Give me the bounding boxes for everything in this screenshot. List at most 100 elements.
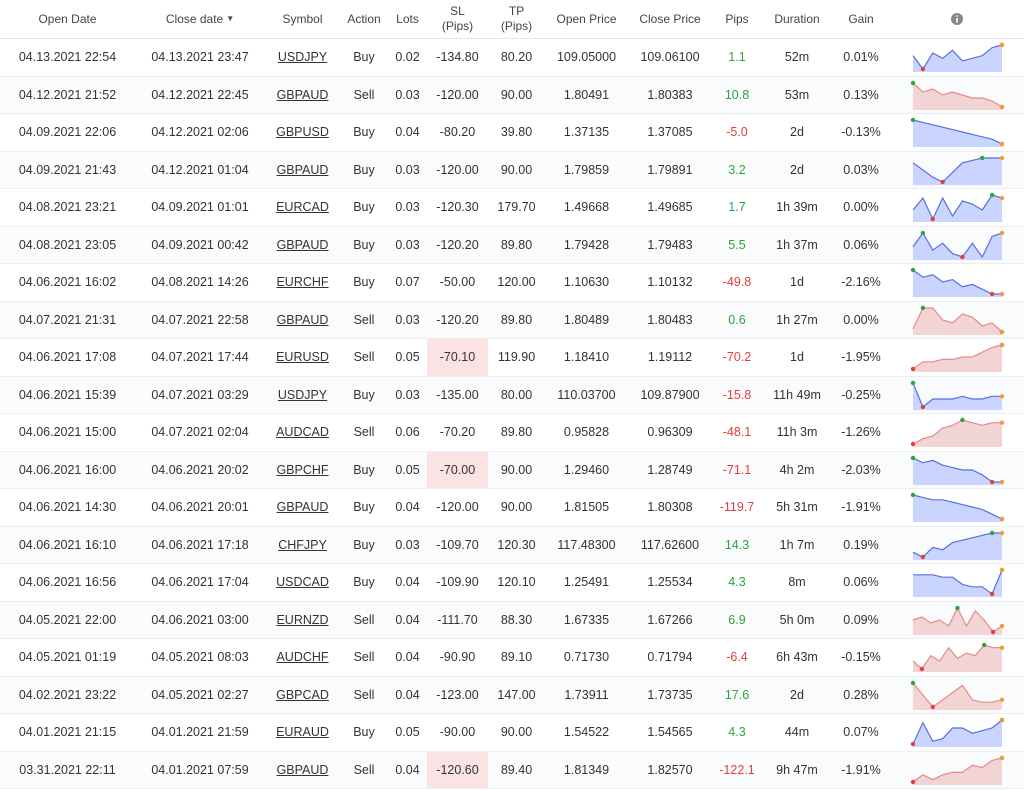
cell: 119.90 — [488, 338, 545, 377]
column-header[interactable]: Close date ▼ — [135, 0, 265, 39]
header-text: Symbol — [282, 11, 323, 26]
cell-text: 04.08.2021 14:26 — [151, 275, 249, 290]
cell: 6h 43m — [762, 638, 832, 677]
cell: 0.06% — [832, 563, 890, 602]
cell-text: 04.12.2021 02:06 — [151, 125, 249, 140]
cell: 04.06.2021 03:00 — [135, 601, 265, 639]
symbol-link[interactable]: EURCAD — [276, 200, 329, 215]
cell-text: -122.1 — [719, 762, 755, 777]
column-header: Pips — [712, 0, 762, 39]
min-dot — [920, 554, 925, 559]
cell-text: 0.05 — [395, 350, 420, 365]
symbol-link[interactable]: GBPAUD — [276, 500, 329, 515]
cell: -1.91% — [832, 751, 890, 789]
min-dot — [989, 292, 994, 297]
cell-text: -123.00 — [436, 687, 479, 702]
column-header: Lots — [388, 0, 427, 39]
symbol-link[interactable]: GBPAUD — [276, 87, 329, 102]
last-dot — [999, 623, 1004, 628]
cell: 90.00 — [488, 488, 545, 527]
cell: -120.30 — [427, 188, 488, 227]
cell: 0.00% — [832, 188, 890, 227]
symbol-link[interactable]: GBPUSD — [276, 125, 329, 140]
symbol-link[interactable]: EURNZD — [276, 612, 329, 627]
cell-text: 120.10 — [497, 575, 536, 590]
sparkline-cell — [890, 301, 1024, 339]
cell: EURNZD — [265, 601, 340, 639]
cell-text: 0.03% — [843, 162, 879, 177]
last-dot — [999, 479, 1004, 484]
symbol-link[interactable]: EURUSD — [276, 350, 329, 365]
cell: 110.03700 — [545, 376, 628, 414]
cell: -135.00 — [427, 376, 488, 414]
cell: 4h 2m — [762, 451, 832, 489]
cell-text: 89.10 — [500, 650, 533, 665]
symbol-link[interactable]: GBPAUD — [276, 762, 329, 777]
column-header: Duration — [762, 0, 832, 39]
symbol-link[interactable]: USDCAD — [276, 575, 329, 590]
header-text: Close Price — [639, 11, 701, 26]
cell-text: 0.04 — [395, 612, 420, 627]
symbol-link[interactable]: USDJPY — [277, 50, 328, 65]
symbol-link[interactable]: CHFJPY — [278, 537, 327, 552]
cell-text: 1.37085 — [647, 125, 693, 140]
min-dot — [939, 179, 945, 184]
cell: 1.29460 — [545, 451, 628, 489]
cell-text: -5.0 — [726, 125, 748, 140]
symbol-link[interactable]: GBPAUD — [276, 237, 329, 252]
sparkline-cell — [890, 376, 1024, 414]
cell: 04.06.2021 17:08 — [0, 338, 135, 377]
sparkline-area — [912, 120, 1002, 148]
cell: 1.54522 — [545, 713, 628, 752]
header-row: Open Date Close date ▼ Symbol Action Lots SL (… — [0, 0, 1024, 39]
cell: 109.06100 — [628, 38, 712, 77]
cell: 04.05.2021 22:00 — [0, 601, 135, 639]
sparkline — [910, 493, 1004, 523]
cell-text: 4.3 — [728, 575, 746, 590]
max-dot — [910, 455, 915, 460]
cell-text: -15.8 — [722, 387, 752, 402]
cell: 1.18410 — [545, 338, 628, 377]
cell: 03.31.2021 22:11 — [0, 751, 135, 789]
cell: 109.87900 — [628, 376, 712, 414]
cell: 04.01.2021 21:15 — [0, 713, 135, 752]
cell-text: 0.06% — [843, 575, 879, 590]
trade-row: 04.06.2021 15:39 04.07.2021 03:29 USDJPY Bu… — [0, 376, 1024, 414]
symbol-link[interactable]: AUDCAD — [276, 425, 329, 440]
cell: 88.30 — [488, 601, 545, 639]
cell: 0.03 — [388, 526, 427, 564]
symbol-link[interactable]: GBPCHF — [276, 462, 329, 477]
cell-text: 0.06 — [395, 425, 420, 440]
cell-text: 1.25534 — [647, 575, 693, 590]
cell: AUDCAD — [265, 413, 340, 452]
symbol-link[interactable]: GBPCAD — [276, 687, 329, 702]
cell-text: 0.03 — [395, 162, 420, 177]
cell: USDCAD — [265, 563, 340, 602]
symbol-link[interactable]: EURAUD — [276, 725, 329, 740]
cell: -134.80 — [427, 38, 488, 77]
symbol-link[interactable]: EURCHF — [276, 275, 329, 290]
cell-text: 1h 37m — [776, 237, 818, 252]
column-header: Action — [340, 0, 388, 39]
sort-arrow: ▼ — [226, 14, 235, 23]
min-dot — [930, 704, 935, 709]
cell: 04.07.2021 17:44 — [135, 338, 265, 377]
symbol-link[interactable]: GBPAUD — [276, 162, 329, 177]
symbol-link[interactable]: AUDCHF — [276, 650, 329, 665]
cell-text: 6h 43m — [776, 650, 818, 665]
sparkline-area — [912, 307, 1002, 335]
cell-text: 0.07% — [843, 725, 879, 740]
min-dot — [919, 667, 924, 672]
cell: -120.00 — [427, 488, 488, 527]
max-dot — [920, 230, 925, 235]
symbol-link[interactable]: GBPAUD — [276, 312, 329, 327]
cell-text: 52m — [784, 50, 810, 65]
cell: -120.20 — [427, 226, 488, 264]
symbol-link[interactable]: USDJPY — [277, 387, 328, 402]
cell-text: 0.19% — [843, 537, 879, 552]
min-dot — [959, 254, 965, 259]
cell-text: Sell — [353, 87, 375, 102]
info-header — [890, 0, 1024, 39]
max-dot — [959, 418, 965, 423]
cell-text: -80.20 — [439, 125, 476, 140]
